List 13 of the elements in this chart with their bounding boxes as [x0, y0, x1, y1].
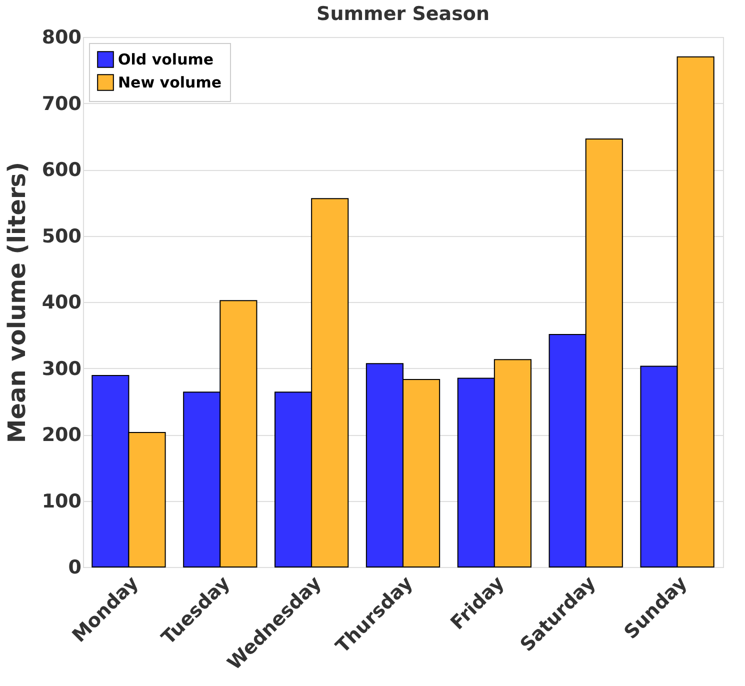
y-tick-label: 200: [42, 424, 82, 446]
y-tick-label: 0: [68, 556, 82, 578]
legend-label: Old volume: [118, 50, 214, 68]
y-tick-label: 800: [42, 26, 82, 48]
chart-title: Summer Season: [316, 3, 490, 25]
y-tick-label: 100: [42, 490, 82, 512]
y-tick-label: 300: [42, 358, 82, 380]
y-tick-label: 500: [42, 225, 82, 248]
legend-label: New volume: [118, 74, 222, 92]
y-axis-title: Mean volume (liters): [2, 162, 31, 444]
y-tick-label: 700: [42, 92, 82, 115]
y-tick-label: 600: [42, 159, 82, 181]
y-tick-label: 400: [42, 292, 82, 314]
